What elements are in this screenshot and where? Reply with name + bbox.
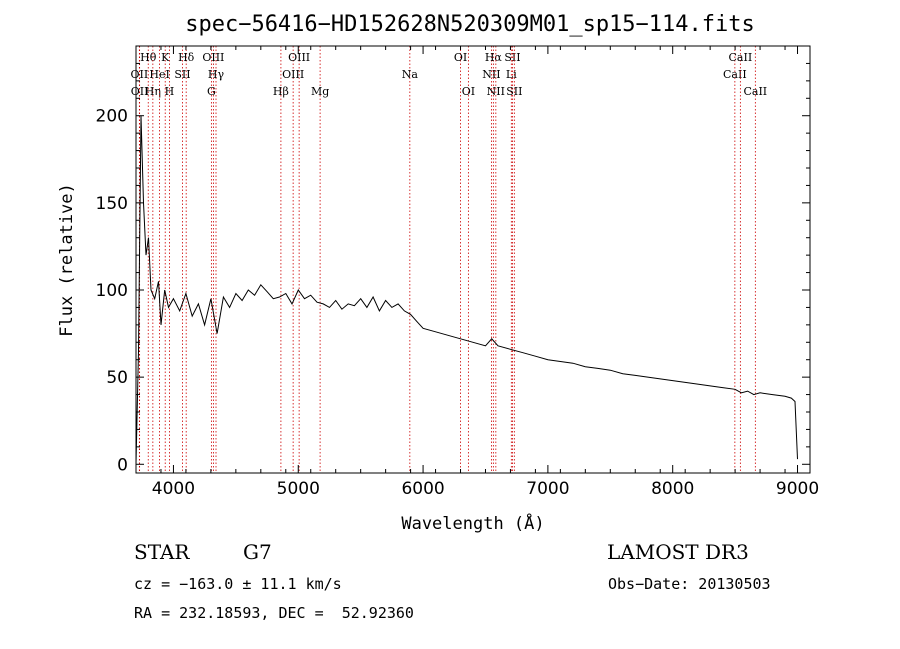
x-tick-label-2: 6000 [401,479,444,499]
marker-label-17: OI [454,51,467,64]
marker-label-7: SII [174,68,190,81]
y-axis: 0 50 100 150 200 [96,62,810,475]
x-tick-label-3: 7000 [526,479,569,499]
object-class: STAR [134,540,190,564]
spectrum-chart: spec−56416−HD152628N520309M01_sp15−114.f… [57,12,819,534]
obs-date: Obs−Date: 20130503 [608,575,771,593]
marker-label-1: OII [131,85,149,98]
plot-frame [135,45,811,474]
marker-label-21: NII [487,85,505,98]
marker-label-8: Hδ [178,51,195,64]
chart-title: spec−56416−HD152628N520309M01_sp15−114.f… [185,12,755,37]
marker-label-5: K [161,51,170,64]
y-tick-label-0: 0 [117,455,128,475]
marker-label-15: Mg [311,85,329,98]
marker-label-24: SII [506,85,522,98]
y-tick-label-3: 150 [96,194,128,214]
x-tick-label-4: 8000 [651,479,694,499]
x-tick-label-1: 5000 [277,479,320,499]
marker-label-13: OIII [282,68,304,81]
y-tick-label-4: 200 [96,107,128,127]
marker-label-2: Hθ [140,51,157,64]
marker-label-9: G [207,85,216,98]
marker-label-25: CaII [723,68,747,81]
object-subclass: G7 [243,540,272,564]
marker-label-3: Hη [145,85,161,98]
x-tick-label-0: 4000 [152,479,195,499]
marker-label-18: OI [462,85,475,98]
y-tick-label-2: 100 [96,281,128,301]
marker-label-20: Hα [485,51,503,64]
marker-label-11: Hγ [208,68,225,81]
survey-name: LAMOST DR3 [607,540,749,564]
coordinates-text: RA = 232.18593, DEC = 52.92360 [134,604,414,622]
marker-label-10: OIII [202,51,224,64]
marker-label-19: NII [482,68,500,81]
marker-label-26: CaII [729,51,753,64]
x-axis-label: Wavelength (Å) [401,512,544,534]
marker-label-12: Hβ [273,85,289,98]
x-axis: 4000 5000 6000 7000 8000 9000 [135,46,819,499]
x-tick-label-5: 9000 [776,479,819,499]
redshift-text: cz = −163.0 ± 11.1 km/s [134,575,342,593]
marker-label-14: OIII [288,51,310,64]
marker-label-16: Na [402,68,419,81]
marker-label-6: H [165,85,175,98]
emission-line-markers: OIIOIIHθHηHeIKHSIIHδGOIIIHγHβOIIIOIIIMgN… [131,46,767,473]
marker-label-22: Li [506,68,517,81]
y-axis-label: Flux (relative) [57,183,77,337]
y-tick-label-1: 50 [106,368,128,388]
marker-label-4: HeI [149,68,169,81]
marker-label-23: SII [504,51,520,64]
marker-label-27: CaII [743,85,767,98]
spectrum-line [135,115,798,465]
